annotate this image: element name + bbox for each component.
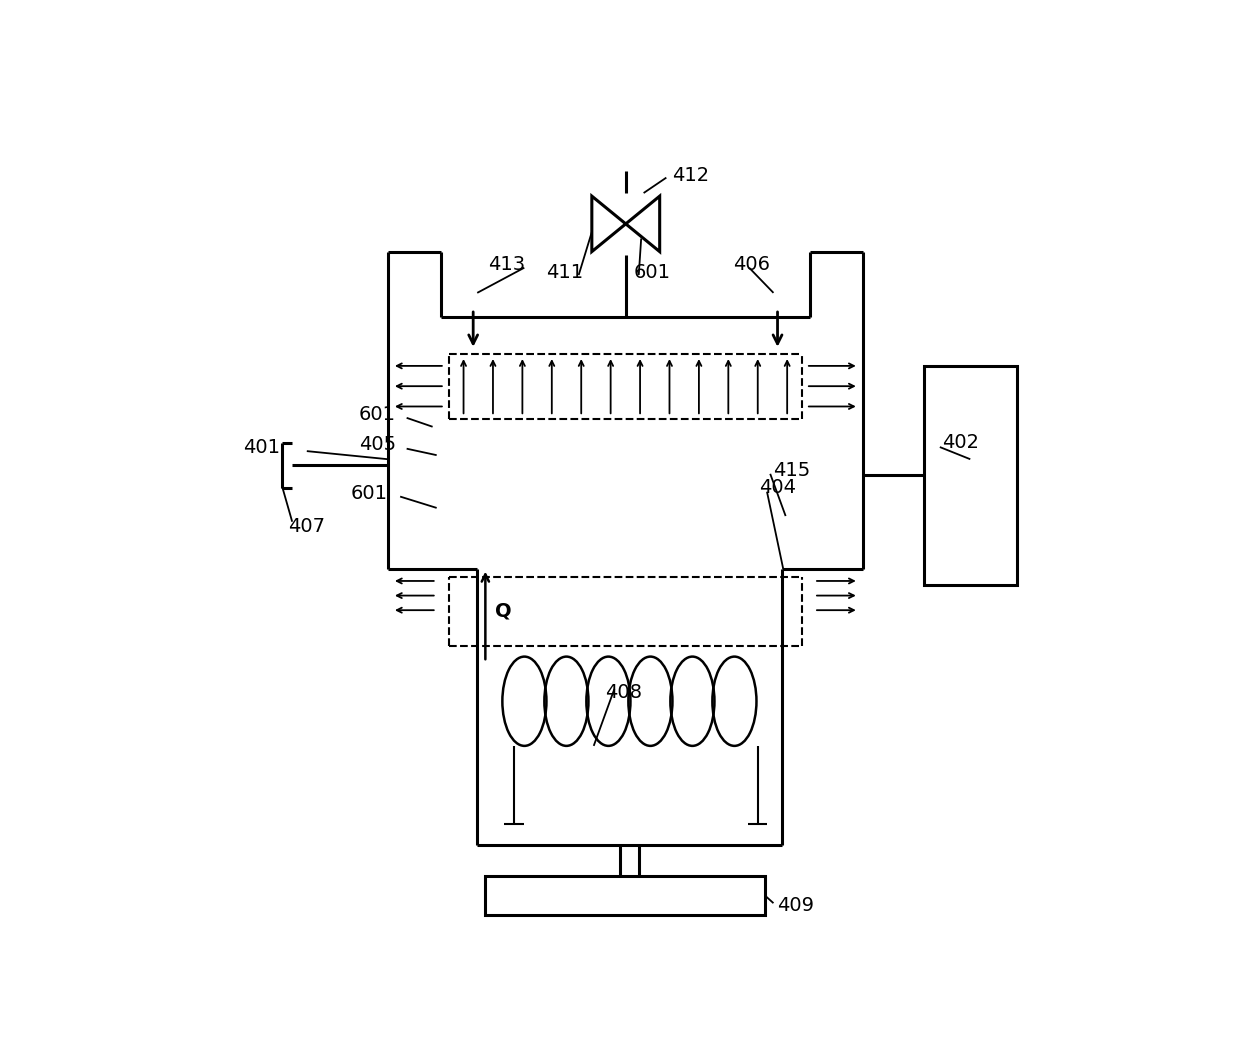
Text: 405: 405 xyxy=(358,435,396,454)
Text: 408: 408 xyxy=(605,683,641,702)
Text: Q: Q xyxy=(495,602,512,621)
Polygon shape xyxy=(591,196,626,252)
Text: 406: 406 xyxy=(733,255,770,274)
Text: 409: 409 xyxy=(777,896,815,915)
Text: 402: 402 xyxy=(942,433,980,452)
Bar xyxy=(924,366,1017,585)
Text: 401: 401 xyxy=(243,437,280,456)
Text: 601: 601 xyxy=(351,484,388,503)
Polygon shape xyxy=(626,196,660,252)
Text: 412: 412 xyxy=(672,165,709,184)
Text: 407: 407 xyxy=(288,518,325,536)
Text: 601: 601 xyxy=(634,264,671,282)
Text: 601: 601 xyxy=(360,405,396,424)
Text: 404: 404 xyxy=(759,479,796,497)
Text: 411: 411 xyxy=(547,264,583,282)
Text: 415: 415 xyxy=(774,461,811,480)
Bar xyxy=(485,876,765,915)
Text: 413: 413 xyxy=(487,255,525,274)
